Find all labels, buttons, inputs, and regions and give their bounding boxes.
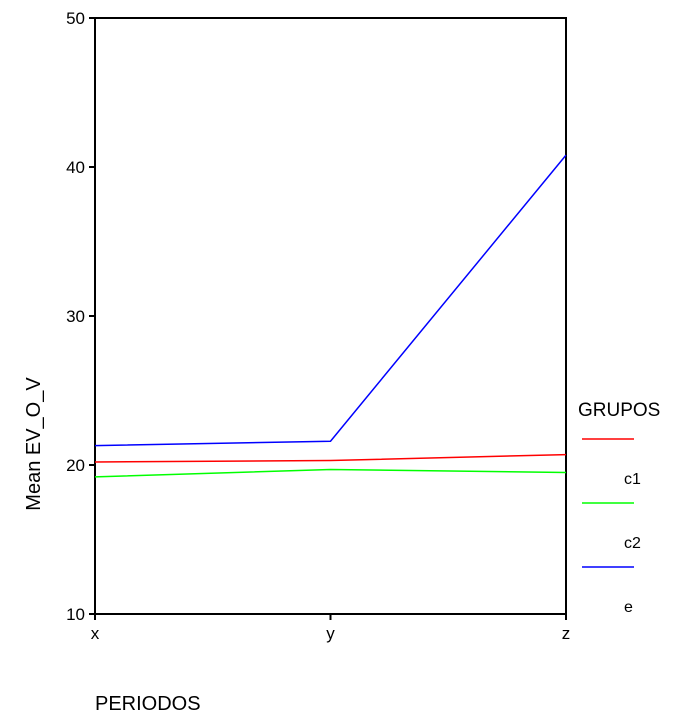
legend-title: GRUPOS	[578, 400, 660, 421]
x-tick-label: y	[326, 624, 335, 643]
plot-area	[94, 17, 567, 615]
x-axis-title: PERIODOS	[95, 693, 201, 714]
y-tick-label: 40	[66, 158, 85, 177]
x-tick-label: z	[562, 624, 571, 643]
plot-frame	[94, 17, 567, 615]
legend: GRUPOS c1 c2 e	[578, 400, 660, 616]
legend-label-e: e	[624, 599, 633, 616]
legend-label-c2: c2	[624, 535, 641, 552]
y-tick-label: 10	[66, 605, 85, 624]
legend-label-c1: c1	[624, 471, 641, 488]
series-line-c1	[94, 453, 567, 463]
x-axis-ticks: x y z	[91, 614, 571, 643]
y-tick-label: 50	[66, 9, 85, 28]
series-line-e	[94, 154, 567, 447]
y-axis-ticks: 10 20 30 40 50	[66, 9, 95, 624]
series-layer	[94, 154, 567, 478]
y-axis-title: Mean EV_O_V	[23, 377, 45, 511]
y-tick-label: 20	[66, 456, 85, 475]
series-line-c2	[94, 468, 567, 478]
y-tick-label: 30	[66, 307, 85, 326]
x-tick-label: x	[91, 624, 100, 643]
